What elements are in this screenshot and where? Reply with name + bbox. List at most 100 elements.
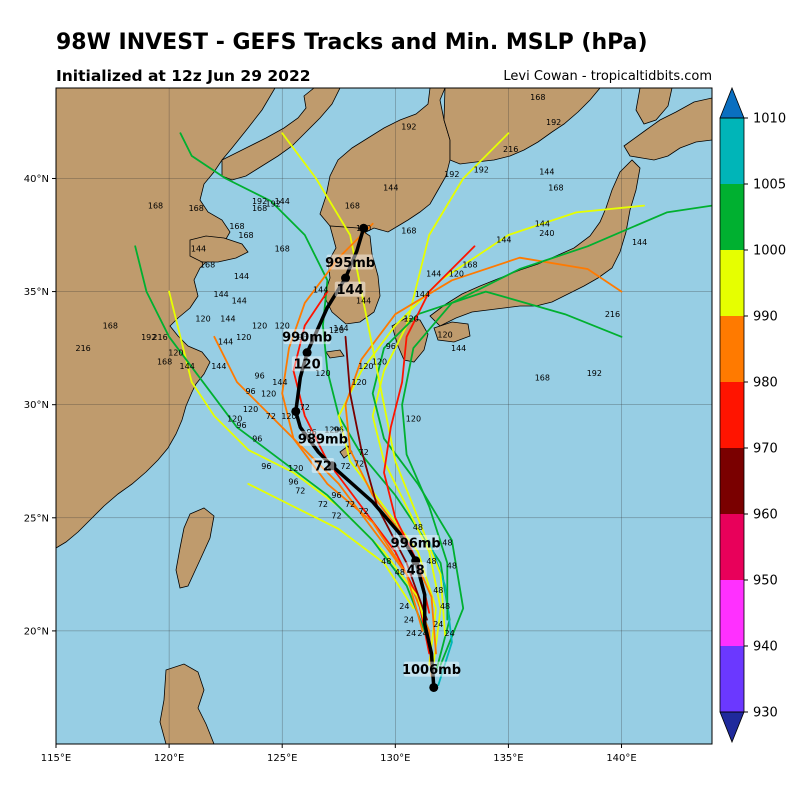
colorbar-segment [720,118,744,184]
colorbar-tick-label: 950 [753,574,778,589]
forecast-hour-label: 144 [218,337,233,346]
land-shikoku [433,321,471,343]
colorbar-tick-label: 940 [753,640,778,655]
ensemble-member-track [344,335,428,621]
forecast-hour-label: 48 [426,557,436,566]
forecast-hour-label: 96 [334,426,344,435]
lat-tick-label: 35°N [24,287,49,298]
forecast-hour-label: 240 [539,229,554,238]
forecast-hour-label: 96 [307,428,317,437]
forecast-hour-label: 120 [281,412,296,421]
forecast-hour-label: 144 [451,344,466,353]
mean-track-point [411,556,421,566]
colorbar-segment [720,646,744,712]
ensemble-member-track [371,132,510,664]
mean-track-label: 1006mb [402,663,461,678]
forecast-hour-label: 96 [386,342,396,351]
forecast-hour-label: 192 [266,199,281,208]
forecast-hour-label: 120 [437,331,452,340]
forecast-hour-label: 120 [227,414,242,423]
author-credit: Levi Cowan - tropicaltidbits.com [503,69,712,84]
chart-title: 98W INVEST - GEFS Tracks and Min. MSLP (… [56,30,648,55]
forecast-hour-label: 168 [189,204,204,213]
land-jeju [325,349,345,359]
mean-track-point [429,682,439,692]
forecast-hour-label: 144 [191,245,206,254]
lon-tick-label: 140°E [606,753,636,764]
forecast-hour-label: 72 [295,487,305,496]
colorbar-segment [720,448,744,514]
mean-label-background [404,562,427,578]
forecast-hour-label: 144 [415,290,430,299]
mean-track-line [294,226,436,690]
forecast-hour-label: 96 [236,421,246,430]
ensemble-member-track [281,222,424,632]
mean-track-label: 120 [294,358,321,373]
land-kyushu [391,317,429,363]
ensemble-member-track [428,539,453,687]
mean-track-point [359,223,369,233]
mean-label-background [283,329,331,345]
mean-track-point [302,348,312,358]
mean-label-background [392,534,440,550]
colorbar-bottom-arrow [719,711,745,744]
mean-track-point [327,461,337,471]
colorbar-tick-label: 960 [753,508,778,523]
forecast-hour-label: 48 [440,602,450,611]
land-shandong [189,235,249,263]
colorbar-segment [720,250,744,316]
forecast-hour-label: 96 [288,478,298,487]
land-liaodong [221,88,341,181]
land-honshu [429,159,641,327]
colorbar-frame [719,117,745,713]
forecast-hour-label: 144 [535,220,550,229]
ensemble-member-track [383,245,476,614]
forecast-hour-label: 144 [220,315,235,324]
forecast-hour-label: 72 [318,500,328,509]
forecast-hour-label: 144 [180,362,195,371]
forecast-hour-label: 144 [496,236,511,245]
forecast-hour-label: 168 [229,222,244,231]
mean-track-label: 990mb [282,331,332,346]
mean-track-point [291,406,301,416]
forecast-hour-label: 216 [152,333,167,342]
forecast-hour-label: 120 [372,358,387,367]
forecast-hour-label: 96 [261,462,271,471]
forecast-hour-label: 120 [404,315,419,324]
forecast-hour-label: 144 [211,362,226,371]
lat-tick-label: 20°N [24,626,49,637]
forecast-hour-label: 72 [345,500,355,509]
forecast-hour-label: 48 [381,557,391,566]
forecast-hour-label: 48 [442,539,452,548]
forecast-hour-label: 216 [503,145,518,154]
colorbar-segment [720,580,744,646]
forecast-hour-label: 48 [413,523,423,532]
forecast-hour-label: 144 [333,324,348,333]
forecast-hour-label: 72 [300,403,310,412]
forecast-hour-label: 144 [232,297,247,306]
forecast-hour-label: 96 [297,333,307,342]
forecast-hour-label: 192 [401,122,416,131]
lat-tick-label: 30°N [24,400,49,411]
mean-label-background [311,458,335,474]
forecast-hour-label: 72 [354,460,364,469]
land-sakhalin [635,88,673,125]
forecast-hour-label: 120 [449,269,464,278]
forecast-hour-label: 144 [234,272,249,281]
land-hokkaido [623,97,712,161]
forecast-hour-label: 120 [358,362,373,371]
forecast-hour-label: 120 [275,322,290,331]
forecast-hour-label: 192 [546,118,561,127]
forecast-hour-label: 168 [103,322,118,331]
forecast-hour-label: 192 [252,197,267,206]
lon-tick-label: 120°E [154,753,184,764]
land-taiwan [175,507,215,589]
forecast-hour-label: 120 [168,349,183,358]
forecast-hour-label: 192 [444,170,459,179]
forecast-hour-label: 168 [200,260,215,269]
forecast-hour-label: 48 [433,586,443,595]
ensemble-member-track [281,132,447,637]
forecast-hour-label: 48 [395,568,405,577]
forecast-hour-label: 96 [252,435,262,444]
